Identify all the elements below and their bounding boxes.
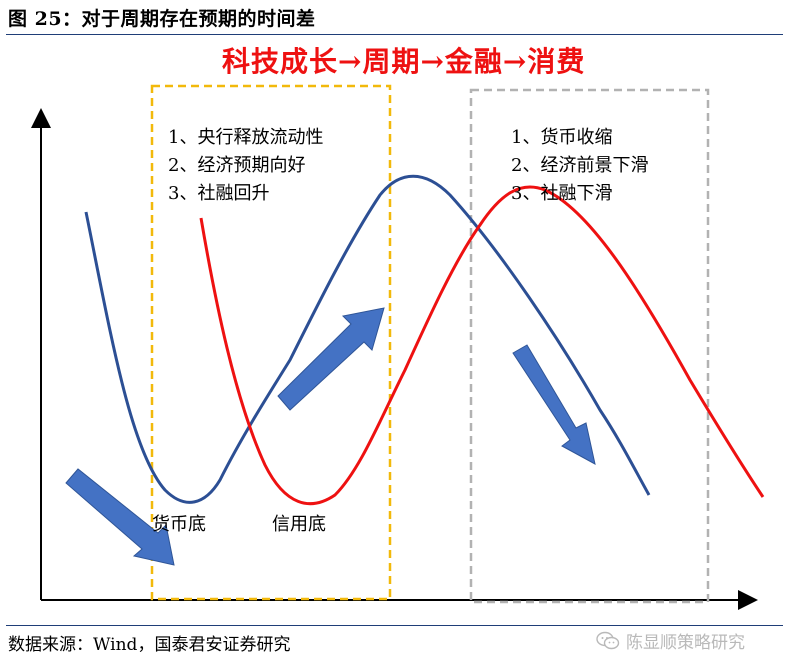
right-dashed-box: [469, 88, 710, 604]
top-rule: [6, 34, 783, 35]
wechat-icon: [596, 631, 620, 649]
left-box-item: 3、社融回升: [168, 183, 270, 204]
left-box-text: 1、央行释放流动性 2、经济预期向好 3、社融回升: [168, 124, 323, 208]
figure-title: 图 25：对于周期存在预期的时间差: [8, 8, 316, 30]
red-cycle-curve: [199, 185, 765, 506]
right-box-item: 1、货币收缩: [511, 127, 613, 148]
right-box-item: 2、经济前景下滑: [511, 155, 649, 176]
up-right-arrow-icon: [277, 307, 385, 411]
monetary-bottom-label: 货币底: [152, 514, 206, 535]
watermark: 陈显顺策略研究: [596, 628, 745, 653]
watermark-text: 陈显顺策略研究: [626, 633, 745, 653]
source-note: 数据来源：Wind，国泰君安证券研究: [8, 635, 291, 655]
blue-cycle-curve: [84, 174, 651, 504]
bottom-rule: [6, 625, 783, 626]
left-dashed-box: [150, 84, 392, 601]
right-box-item: 3、社融下滑: [511, 183, 613, 204]
down-right-arrow-icon: [65, 468, 175, 566]
right-box-text: 1、货币收缩 2、经济前景下滑 3、社融下滑: [511, 124, 648, 208]
credit-bottom-label: 信用底: [272, 514, 326, 535]
left-box-item: 2、经济预期向好: [168, 155, 306, 176]
down-right-arrow-icon-2: [512, 344, 596, 465]
left-box-item: 1、央行释放流动性: [168, 127, 324, 148]
diagram-headline: 科技成长→周期→金融→消费: [222, 45, 586, 78]
